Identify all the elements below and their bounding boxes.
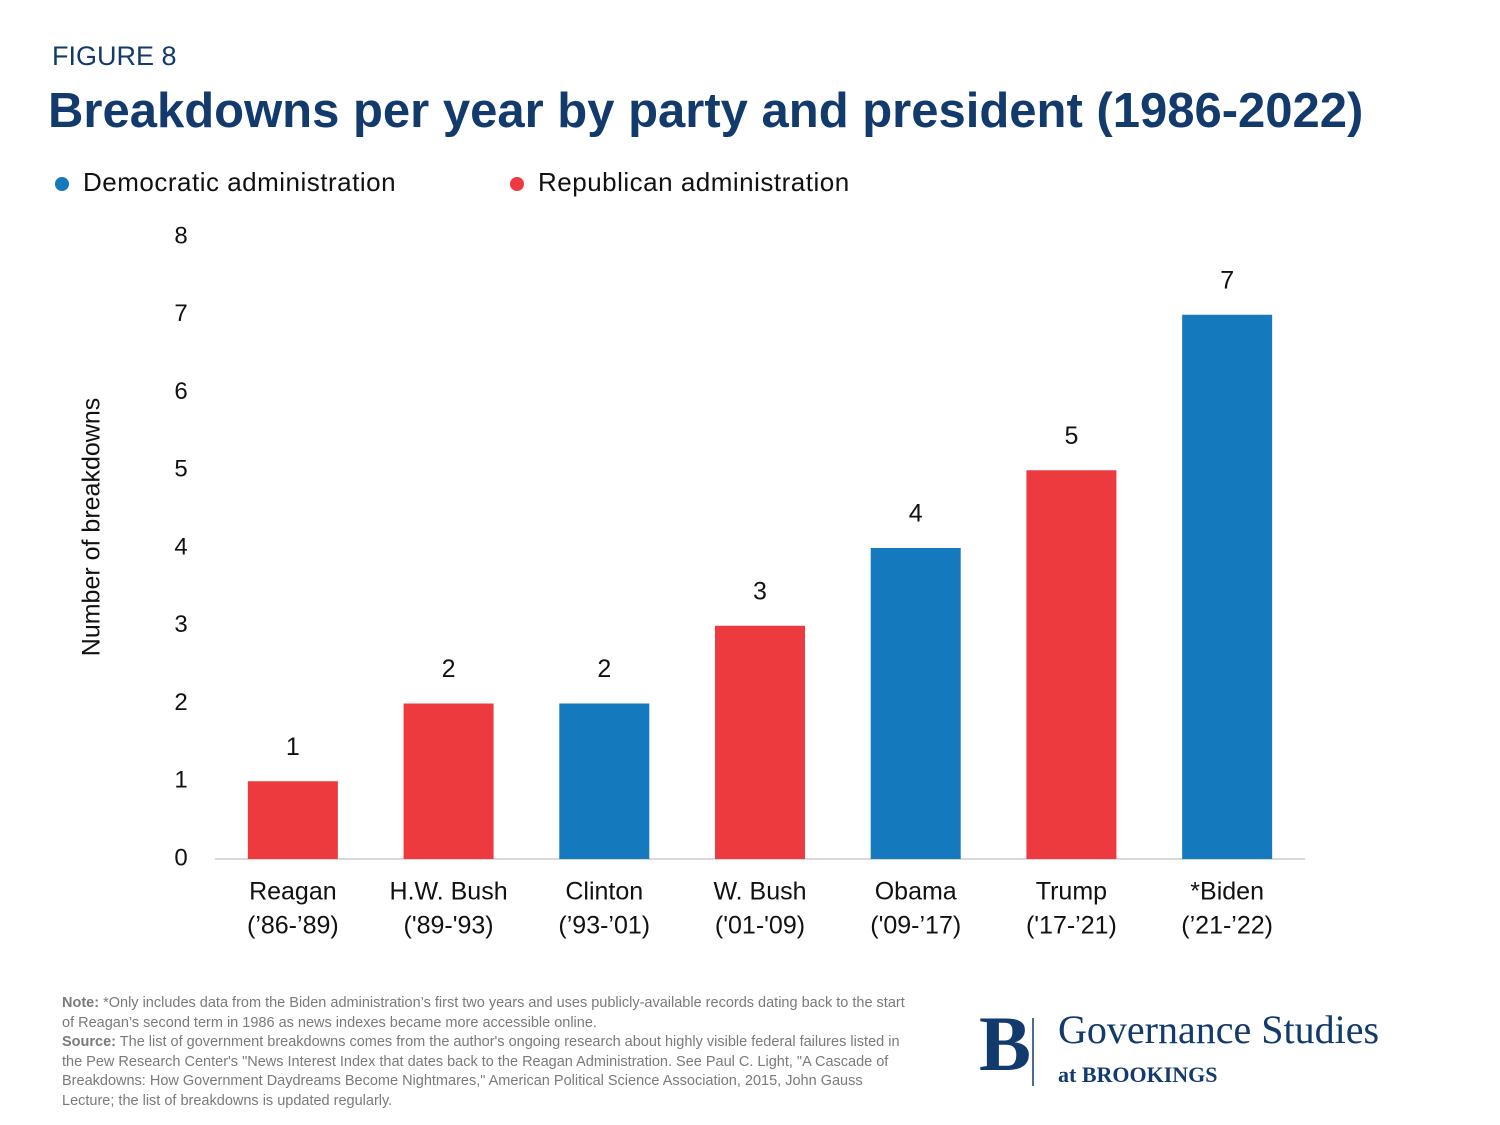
legend-marker	[55, 177, 69, 191]
x-tick-label: ('01-'09)	[715, 912, 805, 940]
chart-title: Breakdowns per year by party and preside…	[48, 84, 1363, 138]
bar	[870, 548, 961, 859]
x-tick-label: (’21-’22)	[1181, 912, 1273, 940]
value-label: 7	[1220, 266, 1234, 294]
y-tick-label: 6	[174, 378, 187, 405]
legend-marker	[510, 177, 524, 191]
x-tick-label: *Biden	[1190, 878, 1264, 906]
legend-label: Democratic administration	[83, 167, 396, 197]
y-tick-label: 1	[174, 767, 187, 794]
x-tick-label: (’93-’01)	[558, 912, 650, 940]
note-text: *Only includes data from the Biden admin…	[62, 995, 905, 1031]
value-label: 5	[1064, 422, 1078, 450]
legend-label: Republican administration	[538, 167, 850, 197]
bar	[559, 703, 650, 859]
x-tick-label: W. Bush	[713, 878, 806, 906]
x-tick-label: Clinton	[565, 878, 643, 906]
source-label: Source:	[62, 1034, 116, 1050]
y-tick-label: 5	[174, 456, 187, 483]
x-tick-label: (’86-’89)	[247, 912, 339, 940]
logo-name: Governance Studies	[1058, 1007, 1379, 1052]
x-tick-label: ('17-’21)	[1026, 912, 1117, 940]
y-tick-label: 8	[174, 222, 187, 249]
x-tick-label: Obama	[875, 878, 957, 906]
logo-sub: at BROOKINGS	[1058, 1062, 1218, 1087]
x-tick-label: H.W. Bush	[390, 878, 508, 906]
value-label: 2	[597, 655, 611, 683]
x-tick-label: ('89-'93)	[404, 912, 494, 940]
y-tick-label: 2	[174, 689, 187, 716]
y-tick-label: 7	[174, 300, 187, 327]
x-tick-label: Trump	[1036, 878, 1107, 906]
bar	[715, 625, 805, 859]
note: Note: *Only includes data from the Biden…	[62, 994, 912, 1033]
bar	[1182, 314, 1273, 859]
value-label: 2	[442, 655, 456, 683]
bar	[1026, 470, 1117, 859]
bar	[403, 703, 494, 859]
source-text: The list of government breakdowns comes …	[62, 1034, 900, 1109]
value-label: 4	[909, 500, 923, 528]
x-tick-label: Reagan	[249, 878, 337, 906]
value-label: 1	[286, 733, 300, 761]
figure-label: FIGURE 8	[52, 41, 177, 71]
y-tick-label: 4	[174, 533, 187, 560]
y-tick-label: 3	[174, 611, 187, 638]
y-tick-label: 0	[174, 844, 187, 871]
bar	[247, 781, 338, 859]
notes: Note: *Only includes data from the Biden…	[62, 994, 912, 1111]
source: Source: The list of government breakdown…	[62, 1033, 912, 1111]
x-tick-label: ('09-’17)	[870, 912, 961, 940]
value-label: 3	[753, 577, 767, 605]
note-label: Note:	[62, 995, 100, 1011]
logo-mark: B	[979, 1000, 1031, 1087]
y-axis-label: Number of breakdowns	[78, 398, 106, 656]
